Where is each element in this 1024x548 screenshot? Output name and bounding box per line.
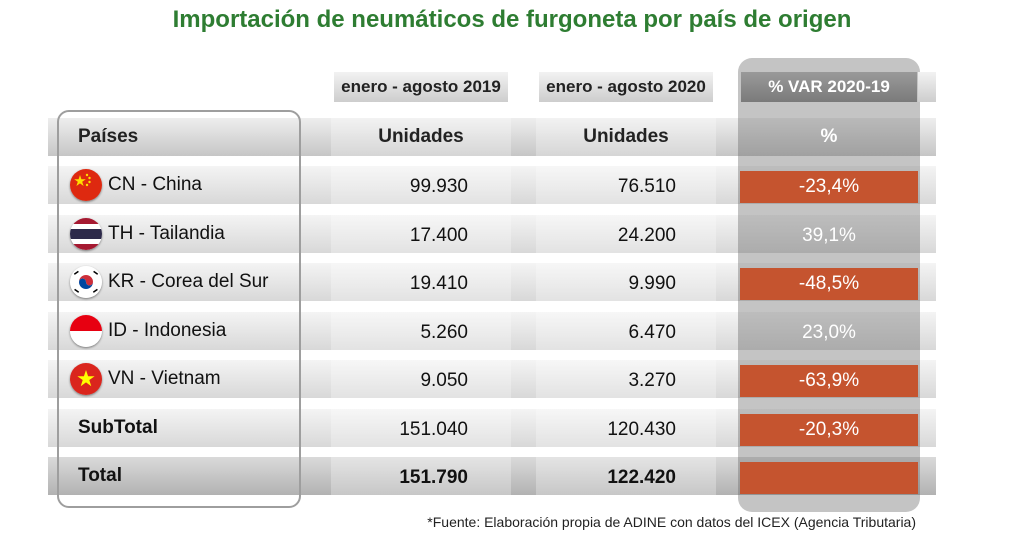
country-label: KR - Corea del Sur (108, 271, 269, 292)
header-countries: Países (78, 126, 139, 147)
units-2019-value: 17.400 (409, 225, 468, 246)
vietnam-flag-icon (70, 363, 102, 395)
units-2019-value: 19.410 (409, 273, 468, 294)
chart-title: Importación de neumáticos de furgoneta p… (172, 6, 852, 33)
column-panel-2019 (331, 58, 511, 512)
column-panel-2020 (536, 58, 716, 512)
subtotal-label: SubTotal (78, 417, 158, 438)
header-units-2020: Unidades (583, 126, 669, 147)
china-flag-icon (70, 169, 102, 201)
units-2020-value: 6.470 (628, 322, 676, 343)
header-units-2019: Unidades (378, 126, 464, 147)
header-row-band (48, 118, 936, 156)
source-note: *Fuente: Elaboración propia de ADINE con… (427, 514, 916, 530)
variation-value: -48,5% (740, 268, 918, 300)
subtotal-variation-value: -20,3% (740, 414, 918, 446)
country-label: ID - Indonesia (108, 320, 227, 341)
units-2019-value: 5.260 (420, 322, 468, 343)
country-label: VN - Vietnam (108, 368, 221, 389)
header-percent: % (820, 126, 838, 147)
country-column-frame (57, 110, 301, 508)
variation-value: 39,1% (802, 225, 856, 246)
row-band-4 (48, 312, 936, 350)
units-2020-value: 76.510 (617, 176, 676, 197)
total-2020-value: 122.420 (607, 467, 676, 488)
variation-value: -23,4% (740, 171, 918, 203)
indonesia-flag-icon (70, 315, 102, 347)
variation-value: -63,9% (740, 365, 918, 397)
units-2019-value: 9.050 (420, 370, 468, 391)
units-2020-value: 9.990 (628, 273, 676, 294)
subtotal-2019-value: 151.040 (399, 419, 468, 440)
thailand-flag-icon (70, 218, 102, 250)
column-header-2019: enero - agosto 2019 (334, 72, 508, 102)
total-variation-value (740, 462, 918, 494)
units-2020-value: 3.270 (628, 370, 676, 391)
column-header-variation: % VAR 2020-19 (741, 72, 917, 102)
country-label: CN - China (108, 174, 202, 195)
total-2019-value: 151.790 (399, 467, 468, 488)
total-label: Total (78, 465, 122, 486)
row-band-2 (48, 215, 936, 253)
units-2019-value: 99.930 (409, 176, 468, 197)
subtotal-2020-value: 120.430 (607, 419, 676, 440)
country-label: TH - Tailandia (108, 223, 225, 244)
column-header-2020: enero - agosto 2020 (539, 72, 713, 102)
units-2020-value: 24.200 (617, 225, 676, 246)
variation-value: 23,0% (802, 322, 856, 343)
south-korea-flag-icon (70, 266, 102, 298)
column-header-extension (918, 72, 936, 102)
